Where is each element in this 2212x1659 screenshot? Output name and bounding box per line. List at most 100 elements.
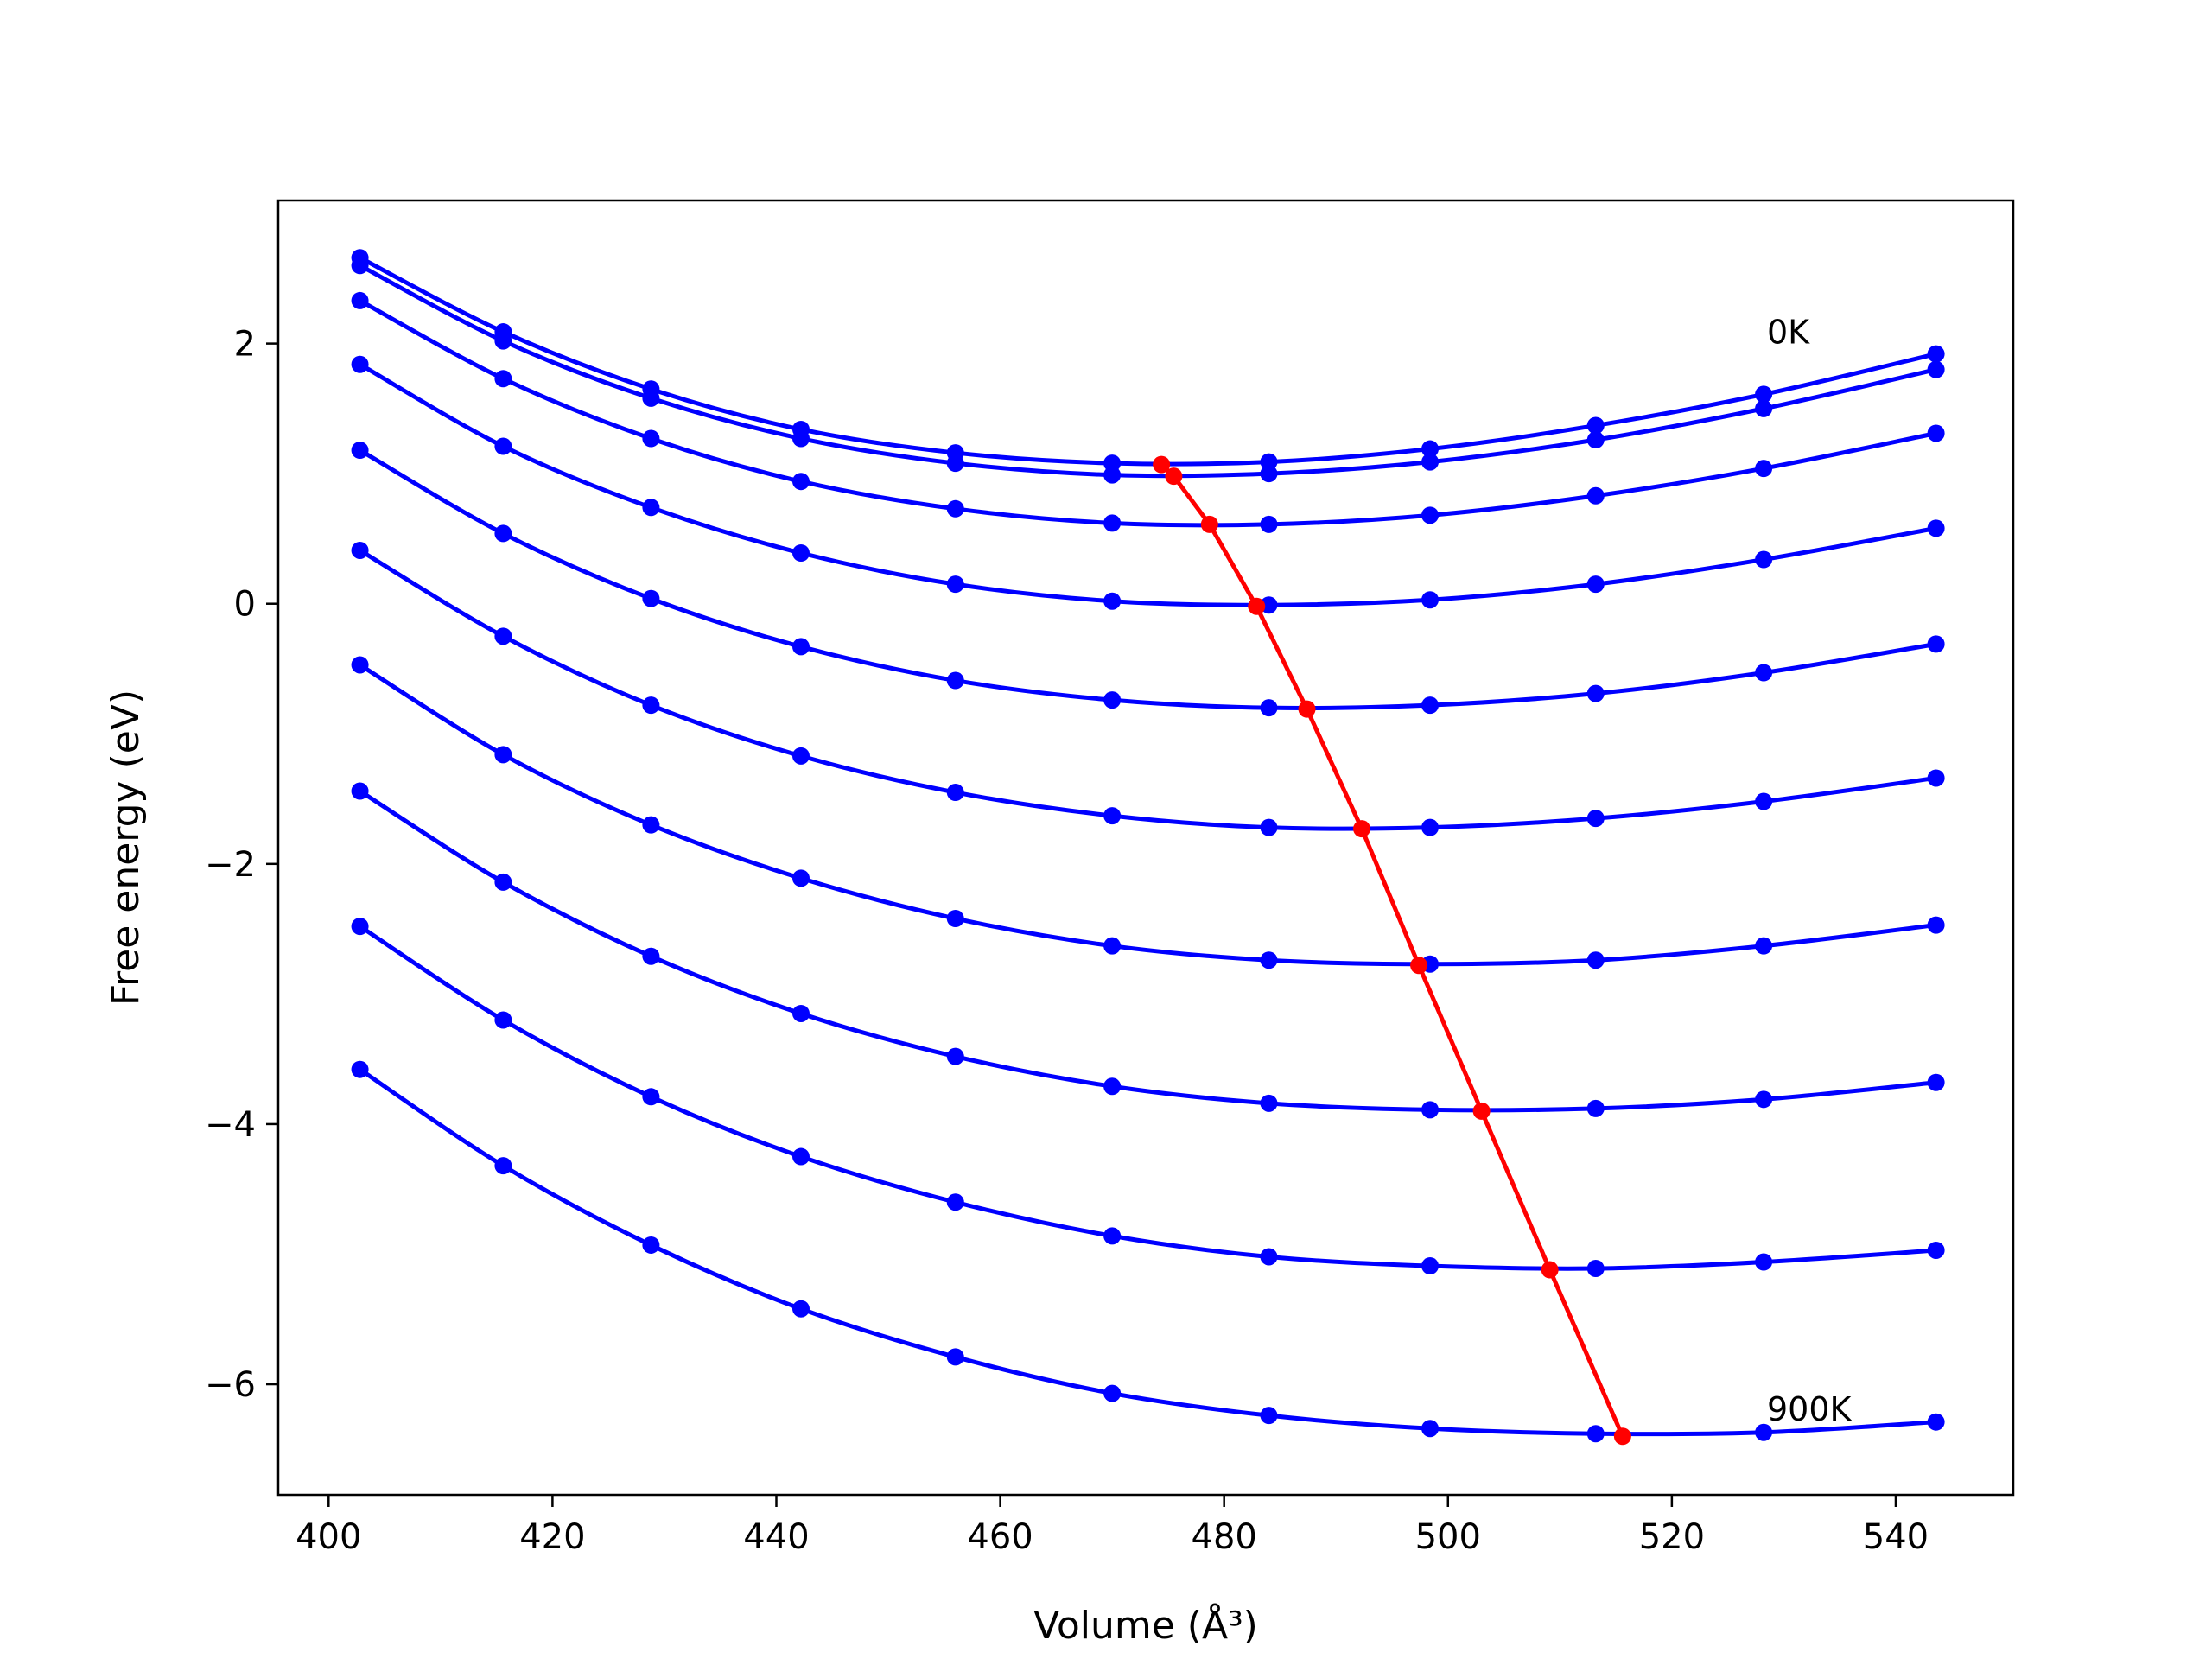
data-point	[642, 696, 660, 715]
data-point	[1421, 1420, 1440, 1438]
data-point	[946, 671, 964, 690]
data-point	[1927, 345, 1945, 363]
series-line	[358, 662, 1939, 967]
x-tick-label: 420	[519, 1517, 585, 1557]
y-tick-label: −4	[205, 1105, 256, 1145]
series-4	[351, 355, 1945, 614]
data-point	[1103, 1384, 1122, 1402]
equilibrium-point	[1165, 467, 1183, 486]
y-tick-label: 0	[234, 585, 256, 625]
data-point	[351, 257, 369, 275]
data-point	[642, 589, 660, 607]
equilibrium-line	[1160, 462, 1625, 1438]
series-3	[351, 291, 1945, 533]
data-point	[1755, 792, 1773, 810]
data-point	[1927, 424, 1945, 442]
equilibrium-point	[1248, 597, 1266, 615]
x-tick-label: 520	[1639, 1517, 1705, 1557]
data-point	[1755, 1253, 1773, 1271]
data-point	[946, 499, 964, 518]
x-axis-label: Volume (Å³)	[1033, 1602, 1258, 1648]
x-tick-label: 440	[743, 1517, 809, 1557]
series-line	[358, 362, 1939, 607]
data-point	[351, 918, 369, 936]
equilibrium-point	[1541, 1261, 1559, 1279]
data-point	[351, 355, 369, 373]
series-line	[358, 1067, 1939, 1437]
data-point	[1260, 1094, 1278, 1112]
data-point	[642, 1236, 660, 1254]
data-point	[946, 1193, 964, 1211]
data-point	[351, 782, 369, 800]
data-point	[1755, 1090, 1773, 1109]
data-point	[494, 1011, 512, 1029]
data-point	[791, 1300, 810, 1318]
data-point	[494, 370, 512, 388]
series-2	[351, 257, 1945, 484]
data-point	[351, 541, 369, 559]
data-point	[791, 473, 810, 491]
data-point	[494, 524, 512, 543]
equilibrium-point	[1472, 1102, 1491, 1120]
data-point	[642, 499, 660, 517]
data-point	[1755, 664, 1773, 682]
data-point	[1586, 431, 1605, 449]
data-point	[1586, 1425, 1605, 1443]
data-point	[946, 454, 964, 473]
data-point	[1260, 1407, 1278, 1425]
series-6	[351, 541, 1945, 836]
equilibrium-point	[1200, 515, 1218, 533]
equilibrium-point	[1410, 957, 1428, 975]
data-point	[351, 1060, 369, 1078]
data-point	[494, 627, 512, 645]
data-point	[1586, 416, 1605, 435]
data-point	[1927, 916, 1945, 934]
data-point	[1755, 937, 1773, 955]
annotation-label: 0K	[1767, 314, 1810, 352]
data-point	[642, 429, 660, 448]
series-5	[351, 442, 1945, 717]
data-point	[1421, 1257, 1440, 1275]
y-axis-label: Free energy (eV)	[104, 690, 148, 1006]
x-tick-label: 400	[296, 1517, 361, 1557]
data-point	[1927, 1073, 1945, 1091]
data-point	[494, 437, 512, 455]
data-point	[1755, 399, 1773, 417]
series-line	[358, 548, 1939, 831]
data-point	[1421, 506, 1440, 524]
data-point	[1103, 807, 1122, 825]
data-point	[791, 1147, 810, 1166]
x-tick-label: 500	[1415, 1517, 1481, 1557]
y-tick-label: −2	[205, 845, 256, 885]
series-line	[358, 255, 1939, 467]
data-point	[642, 1088, 660, 1106]
axis-ticks: 400 420 440 460 480 500 520 540 −6 −4 −2 0 2	[205, 325, 1929, 1557]
data-point	[351, 656, 369, 674]
data-point	[1103, 514, 1122, 532]
data-point	[1927, 635, 1945, 653]
equilibrium-point	[1353, 820, 1371, 838]
equilibrium-point	[1613, 1427, 1631, 1446]
data-point	[1586, 486, 1605, 505]
series-10	[351, 1060, 1945, 1443]
data-point	[946, 1047, 964, 1065]
data-point	[1103, 466, 1122, 484]
data-point	[1103, 1227, 1122, 1245]
annotations: 0K 900K	[1767, 314, 1853, 1429]
axes-frame	[276, 199, 2015, 1497]
data-point	[494, 332, 512, 350]
data-point	[1421, 591, 1440, 609]
data-point	[1586, 1260, 1605, 1278]
data-point	[1586, 810, 1605, 828]
data-point	[1927, 519, 1945, 537]
data-point	[1260, 699, 1278, 717]
data-point	[1421, 818, 1440, 836]
data-point	[791, 638, 810, 656]
data-point	[946, 1348, 964, 1366]
data-point	[1103, 592, 1122, 610]
x-tick-label: 460	[967, 1517, 1033, 1557]
data-point	[494, 1157, 512, 1175]
data-point	[1421, 696, 1440, 715]
data-point	[1586, 684, 1605, 702]
